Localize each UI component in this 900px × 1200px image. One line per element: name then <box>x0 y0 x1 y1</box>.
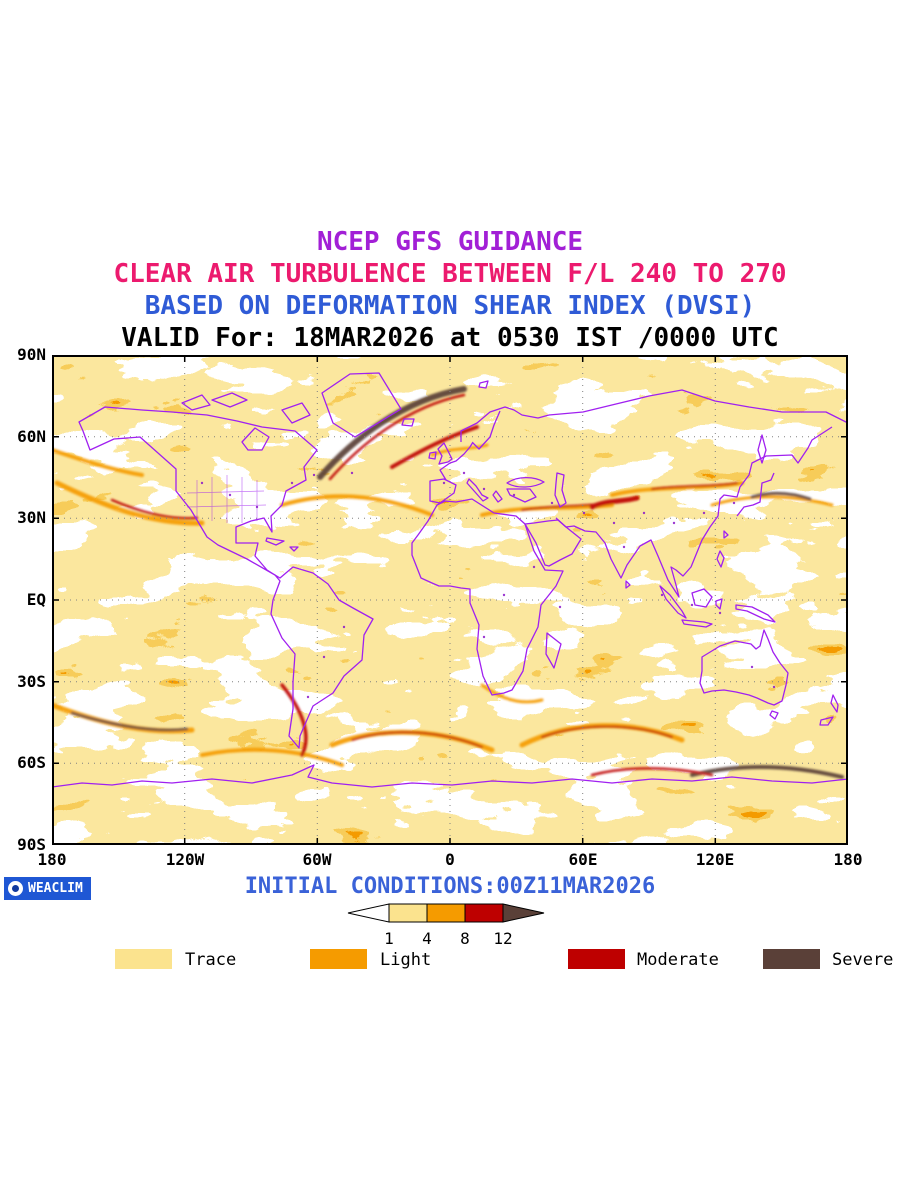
coastlines <box>52 372 848 788</box>
colorbar-arrow-left <box>347 903 390 923</box>
lon-axis-label-180e: 180 <box>833 850 863 869</box>
legend-swatch-moderate <box>568 949 625 969</box>
legend-swatch-light <box>310 949 367 969</box>
lat-axis-label-90n: 90N <box>17 345 46 364</box>
map-canvas <box>52 355 848 845</box>
legend-label-moderate: Moderate <box>637 950 719 970</box>
colorbar-tick-4: 4 <box>422 929 432 948</box>
colorbar-segment-trace <box>388 903 428 923</box>
axis-ticks <box>52 355 848 845</box>
turbulence-streaks <box>52 386 844 779</box>
lat-axis-label-30s: 30S <box>17 672 46 691</box>
initial-conditions-text: INITIAL CONDITIONS:00Z11MAR2026 <box>244 874 656 899</box>
political-borders <box>186 475 267 523</box>
title-product: NCEP GFS GUIDANCE <box>316 227 584 257</box>
colorbar: 1 4 8 12 <box>347 903 545 948</box>
lon-axis-label-180w: 180 <box>37 850 67 869</box>
colorbar-segment-light <box>426 903 466 923</box>
lat-axis-label-90s: 90S <box>17 835 46 854</box>
title-valid-time: VALID For: 18MAR2026 at 0530 IST /0000 U… <box>121 323 779 353</box>
lon-axis-label-60e: 60E <box>568 850 598 869</box>
title-parameter: CLEAR AIR TURBULENCE BETWEEN F/L 240 TO … <box>113 259 787 289</box>
colorbar-tick-8: 8 <box>460 929 470 948</box>
turbulence-field <box>52 355 848 845</box>
map-frame <box>52 355 848 845</box>
lat-axis-label-30n: 30N <box>17 508 46 527</box>
lon-axis-label-60w: 60W <box>302 850 332 869</box>
title-method: BASED ON DEFORMATION SHEAR INDEX (DVSI) <box>144 291 756 321</box>
lon-axis-label-120w: 120W <box>165 850 205 869</box>
colorbar-segment-moderate <box>464 903 504 923</box>
colorbar-tick-1: 1 <box>384 929 394 948</box>
weaclim-logo-text: WEACLIM <box>28 881 83 896</box>
colorbar-tick-12: 12 <box>493 929 512 948</box>
legend-swatch-severe <box>763 949 820 969</box>
legend-swatch-trace <box>115 949 172 969</box>
world-map-plot <box>52 355 848 845</box>
legend-label-light: Light <box>380 950 432 970</box>
weaclim-logo-icon <box>8 881 23 896</box>
station-markers <box>200 471 776 699</box>
lat-axis-label-eq: EQ <box>26 590 46 609</box>
lon-axis-label-0: 0 <box>445 850 455 869</box>
lat-axis-label-60n: 60N <box>17 427 46 446</box>
colorbar-arrow-right <box>502 903 545 923</box>
lon-axis-label-120e: 120E <box>695 850 735 869</box>
legend-label-severe: Severe <box>832 950 894 970</box>
legend-label-trace: Trace <box>185 950 237 970</box>
weaclim-logo: WEACLIM <box>4 877 91 900</box>
lat-axis-label-60s: 60S <box>17 753 46 772</box>
